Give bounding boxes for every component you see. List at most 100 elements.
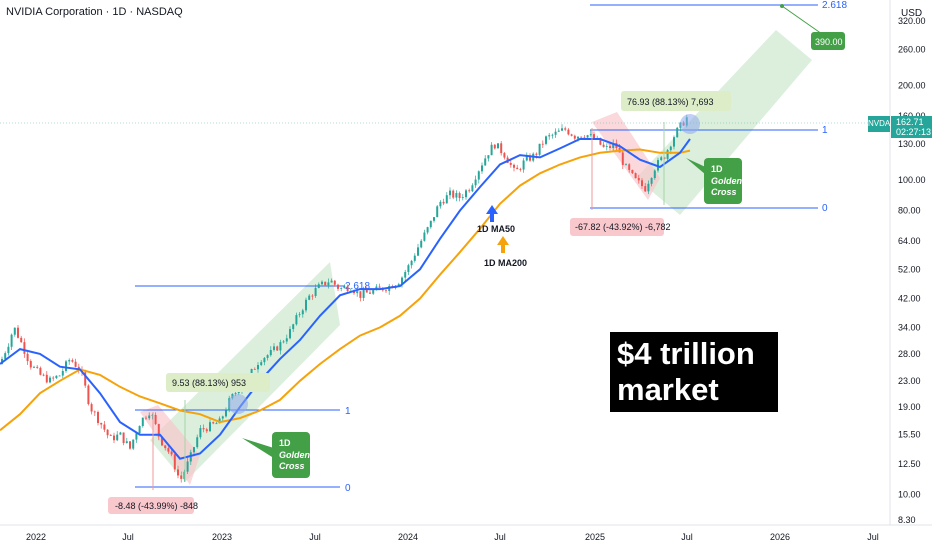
candle: [87, 384, 90, 406]
price-tick-8: 52.00: [898, 264, 921, 274]
time-tick-1: Jul: [122, 532, 134, 542]
candle: [205, 427, 208, 434]
candle: [7, 343, 10, 356]
candle: [151, 413, 154, 420]
candle: [529, 153, 531, 162]
candle: [122, 432, 125, 446]
candle: [388, 283, 391, 295]
candle: [538, 143, 541, 157]
candle: [554, 128, 557, 138]
candle: [17, 324, 19, 339]
measurement-rise-2025: 76.93 (88.13%) 7,693: [621, 91, 731, 205]
candle: [455, 190, 458, 202]
candle: [580, 136, 583, 139]
price-tick-0: 320.00: [898, 16, 926, 26]
candle: [439, 200, 442, 209]
time-tick-7: Jul: [681, 532, 693, 542]
candle: [551, 133, 554, 139]
candle: [481, 162, 483, 174]
candle: [500, 141, 503, 156]
candle: [423, 229, 426, 242]
banner-line1: $4 trillion: [617, 336, 755, 371]
candle: [404, 269, 407, 282]
price-tick-7: 64.00: [898, 236, 921, 246]
candle: [625, 163, 627, 166]
candle: [20, 335, 23, 343]
candle: [321, 280, 323, 286]
target-label: 390.00: [815, 37, 843, 47]
time-tick-0: 2022: [26, 532, 46, 542]
candle: [269, 346, 272, 357]
measurement-rise-2025-label: 76.93 (88.13%) 7,693: [627, 97, 714, 107]
candle: [337, 283, 339, 291]
candle: [359, 291, 362, 302]
candle: [170, 449, 173, 457]
candle: [541, 140, 544, 148]
candle: [138, 425, 141, 434]
candle: [10, 333, 13, 350]
golden-cross-marker-2023: [228, 394, 248, 414]
candle: [199, 424, 202, 440]
candle: [385, 289, 387, 293]
candle: [23, 338, 26, 358]
price-tick-9: 42.00: [898, 293, 921, 303]
candle: [13, 327, 16, 337]
bull-channel-2022: [150, 262, 340, 482]
candle: [644, 183, 647, 192]
candle: [55, 375, 58, 379]
candle: [474, 175, 477, 188]
candle: [298, 311, 301, 318]
candle: [305, 297, 307, 313]
price-tick-5: 100.00: [898, 175, 926, 185]
fib-2022-1-label: 1: [345, 406, 351, 417]
candle: [273, 343, 275, 352]
price-tick-11: 28.00: [898, 349, 921, 359]
candle: [317, 282, 320, 289]
candle: [647, 180, 650, 195]
ma50-label: 1D MA50: [477, 224, 515, 234]
golden-cross-2023-line1: 1D: [279, 438, 291, 448]
candle: [125, 437, 128, 444]
candle: [407, 263, 410, 276]
fib-2022-0-label: 0: [345, 483, 351, 494]
candle: [436, 205, 439, 218]
candle: [612, 139, 615, 151]
candle: [433, 217, 435, 223]
candle: [420, 239, 423, 249]
ma200-arrow-icon: [497, 236, 509, 253]
candle: [324, 281, 327, 287]
candle: [516, 164, 519, 170]
candle: [33, 365, 35, 369]
fib-levels-2022: 2.618 1 0: [135, 281, 370, 494]
candle: [653, 169, 656, 180]
measurement-rise-2023: 9.53 (88.13%) 953: [166, 373, 270, 482]
candle: [641, 178, 643, 189]
candle: [282, 340, 285, 344]
last-price-value: 162.71: [896, 117, 924, 127]
candle: [493, 144, 496, 150]
candle: [164, 445, 167, 451]
candle: [333, 280, 336, 287]
golden-cross-2025-line1: 1D: [711, 164, 723, 174]
candle: [503, 152, 506, 160]
candle: [202, 424, 205, 433]
candle: [135, 432, 138, 443]
candle: [589, 130, 592, 137]
golden-cross-2025-line2: Golden: [711, 176, 743, 186]
candle: [93, 410, 96, 416]
candle: [522, 158, 525, 173]
candle: [445, 192, 448, 204]
candle: [634, 172, 637, 179]
candle: [314, 284, 317, 298]
candle: [263, 356, 266, 366]
candle: [557, 128, 560, 132]
candle: [257, 362, 259, 373]
candle: [465, 188, 467, 200]
candle: [253, 367, 256, 370]
candles-layer: [1, 114, 688, 483]
candle: [212, 421, 215, 425]
candle: [100, 422, 103, 429]
ma50-line: [0, 138, 691, 460]
candle: [666, 149, 669, 162]
